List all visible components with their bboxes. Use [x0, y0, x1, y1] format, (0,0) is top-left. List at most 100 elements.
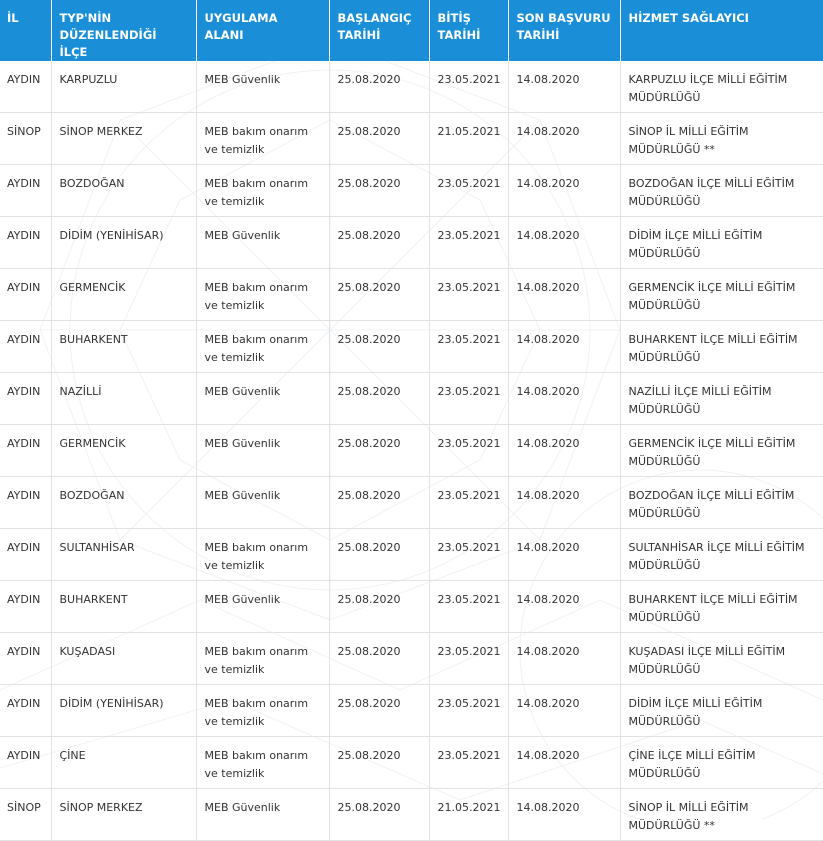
cell-il: AYDIN: [0, 528, 52, 581]
cell-bitis-tarihi: 23.05.2021: [429, 632, 509, 685]
cell-son-basvuru-tarihi: 14.08.2020: [508, 580, 621, 633]
header-ilce-line: DÜZENLENDİĞİ İLÇE: [59, 28, 157, 59]
header-baslangic-tarihi-line: BAŞLANGIÇ: [337, 11, 412, 25]
cell-baslangic-tarihi: 25.08.2020: [329, 320, 430, 373]
cell-hizmet-saglayici: SULTANHİSAR İLÇE MİLLİ EĞİTİM MÜDÜRLÜĞÜ: [620, 528, 823, 581]
cell-son-basvuru-tarihi: 14.08.2020: [508, 528, 621, 581]
cell-son-basvuru-tarihi: 14.08.2020: [508, 61, 621, 113]
cell-il: AYDIN: [0, 424, 52, 477]
cell-hizmet-saglayici: KUŞADASI İLÇE MİLLİ EĞİTİM MÜDÜRLÜĞÜ: [620, 632, 823, 685]
header-hizmet-saglayici: HİZMET SAĞLAYICI: [620, 0, 823, 61]
table-row: AYDIN BUHARKENT MEB bakım onarım ve temizl…: [0, 320, 823, 373]
cell-uygulama-alani: MEB Güvenlik: [196, 476, 330, 529]
header-baslangic-tarihi: BAŞLANGIÇ TARİHİ: [329, 0, 430, 61]
cell-ilce: BOZDOĞAN: [51, 164, 197, 217]
cell-il: AYDIN: [0, 61, 52, 113]
header-il-line: İL: [7, 11, 19, 25]
cell-uygulama-alani: MEB bakım onarım ve temizlik: [196, 528, 330, 581]
cell-baslangic-tarihi: 25.08.2020: [329, 372, 430, 425]
cell-uygulama-alani: MEB Güvenlik: [196, 788, 330, 841]
cell-baslangic-tarihi: 25.08.2020: [329, 61, 430, 113]
cell-ilce: DİDİM (YENİHİSAR): [51, 216, 197, 269]
cell-bitis-tarihi: 23.05.2021: [429, 320, 509, 373]
cell-son-basvuru-tarihi: 14.08.2020: [508, 112, 621, 165]
cell-baslangic-tarihi: 25.08.2020: [329, 736, 430, 789]
cell-baslangic-tarihi: 25.08.2020: [329, 164, 430, 217]
cell-bitis-tarihi: 23.05.2021: [429, 164, 509, 217]
cell-baslangic-tarihi: 25.08.2020: [329, 528, 430, 581]
table-row: AYDIN SULTANHİSAR MEB bakım onarım ve temi…: [0, 528, 823, 581]
cell-il: AYDIN: [0, 580, 52, 633]
cell-ilce: ÇİNE: [51, 736, 197, 789]
cell-il: AYDIN: [0, 320, 52, 373]
cell-uygulama-alani: MEB bakım onarım ve temizlik: [196, 112, 330, 165]
table-row: AYDIN KARPUZLU MEB Güvenlik 25.08.2020 23.05…: [0, 61, 823, 113]
table-row: AYDIN DİDİM (YENİHİSAR) MEB Güvenlik 25.08.…: [0, 216, 823, 269]
cell-son-basvuru-tarihi: 14.08.2020: [508, 424, 621, 477]
cell-hizmet-saglayici: BOZDOĞAN İLÇE MİLLİ EĞİTİM MÜDÜRLÜĞÜ: [620, 164, 823, 217]
cell-baslangic-tarihi: 25.08.2020: [329, 424, 430, 477]
cell-ilce: SİNOP MERKEZ: [51, 112, 197, 165]
table-body: AYDIN KARPUZLU MEB Güvenlik 25.08.2020 23.05…: [0, 61, 823, 841]
header-son-basvuru-tarihi-line: TARİHİ: [516, 28, 560, 42]
cell-uygulama-alani: MEB bakım onarım ve temizlik: [196, 268, 330, 321]
header-son-basvuru-tarihi-line: SON BAŞVURU: [516, 11, 611, 25]
cell-bitis-tarihi: 21.05.2021: [429, 788, 509, 841]
cell-uygulama-alani: MEB bakım onarım ve temizlik: [196, 736, 330, 789]
cell-baslangic-tarihi: 25.08.2020: [329, 268, 430, 321]
table-row: AYDIN BOZDOĞAN MEB bakım onarım ve temizli…: [0, 164, 823, 217]
cell-uygulama-alani: MEB bakım onarım ve temizlik: [196, 684, 330, 737]
table-row: AYDIN BOZDOĞAN MEB Güvenlik 25.08.2020 23.05…: [0, 476, 823, 529]
cell-il: AYDIN: [0, 164, 52, 217]
cell-baslangic-tarihi: 25.08.2020: [329, 216, 430, 269]
cell-uygulama-alani: MEB Güvenlik: [196, 61, 330, 113]
cell-son-basvuru-tarihi: 14.08.2020: [508, 164, 621, 217]
cell-il: SİNOP: [0, 788, 52, 841]
cell-hizmet-saglayici: SİNOP İL MİLLİ EĞİTİM MÜDÜRLÜĞÜ **: [620, 788, 823, 841]
cell-il: AYDIN: [0, 268, 52, 321]
header-bitis-tarihi-line: TARİHİ: [437, 28, 481, 42]
cell-son-basvuru-tarihi: 14.08.2020: [508, 684, 621, 737]
cell-son-basvuru-tarihi: 14.08.2020: [508, 736, 621, 789]
cell-bitis-tarihi: 23.05.2021: [429, 61, 509, 113]
cell-bitis-tarihi: 23.05.2021: [429, 476, 509, 529]
cell-ilce: BUHARKENT: [51, 320, 197, 373]
cell-hizmet-saglayici: BOZDOĞAN İLÇE MİLLİ EĞİTİM MÜDÜRLÜĞÜ: [620, 476, 823, 529]
cell-ilce: KARPUZLU: [51, 61, 197, 113]
cell-il: AYDIN: [0, 372, 52, 425]
cell-bitis-tarihi: 23.05.2021: [429, 424, 509, 477]
cell-ilce: GERMENCİK: [51, 268, 197, 321]
cell-ilce: SULTANHİSAR: [51, 528, 197, 581]
cell-son-basvuru-tarihi: 14.08.2020: [508, 268, 621, 321]
cell-il: AYDIN: [0, 216, 52, 269]
cell-baslangic-tarihi: 25.08.2020: [329, 788, 430, 841]
table-row: SİNOP SİNOP MERKEZ MEB Güvenlik 25.08.2020 2…: [0, 788, 823, 841]
header-son-basvuru-tarihi: SON BAŞVURU TARİHİ: [508, 0, 621, 61]
cell-son-basvuru-tarihi: 14.08.2020: [508, 320, 621, 373]
cell-bitis-tarihi: 23.05.2021: [429, 684, 509, 737]
cell-bitis-tarihi: 23.05.2021: [429, 268, 509, 321]
cell-ilce: KUŞADASI: [51, 632, 197, 685]
table-row: AYDIN NAZİLLİ MEB Güvenlik 25.08.2020 23.05.…: [0, 372, 823, 425]
cell-bitis-tarihi: 23.05.2021: [429, 580, 509, 633]
header-bitis-tarihi-line: BİTİŞ: [437, 11, 471, 25]
table-row: AYDIN DİDİM (YENİHİSAR) MEB bakım onarım v…: [0, 684, 823, 737]
cell-il: AYDIN: [0, 736, 52, 789]
cell-uygulama-alani: MEB Güvenlik: [196, 216, 330, 269]
header-ilce: TYP'NİN DÜZENLENDİĞİ İLÇE: [51, 0, 197, 61]
cell-bitis-tarihi: 21.05.2021: [429, 112, 509, 165]
cell-il: AYDIN: [0, 632, 52, 685]
cell-son-basvuru-tarihi: 14.08.2020: [508, 372, 621, 425]
cell-bitis-tarihi: 23.05.2021: [429, 216, 509, 269]
cell-hizmet-saglayici: DİDİM İLÇE MİLLİ EĞİTİM MÜDÜRLÜĞÜ: [620, 684, 823, 737]
cell-il: SİNOP: [0, 112, 52, 165]
cell-uygulama-alani: MEB bakım onarım ve temizlik: [196, 632, 330, 685]
header-il: İL: [0, 0, 52, 61]
header-ilce-line: TYP'NİN: [59, 11, 112, 25]
cell-uygulama-alani: MEB bakım onarım ve temizlik: [196, 320, 330, 373]
cell-bitis-tarihi: 23.05.2021: [429, 372, 509, 425]
cell-ilce: BUHARKENT: [51, 580, 197, 633]
cell-son-basvuru-tarihi: 14.08.2020: [508, 216, 621, 269]
